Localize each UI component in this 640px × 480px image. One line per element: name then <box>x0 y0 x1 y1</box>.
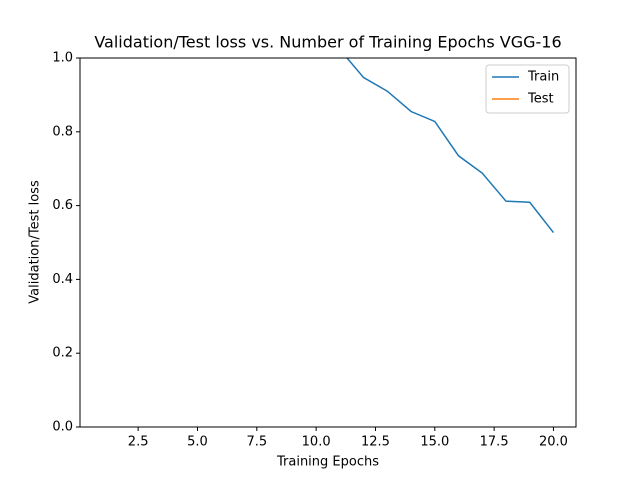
x-tick-label: 5.0 <box>187 435 208 450</box>
y-tick-label: 0.6 <box>52 198 73 213</box>
legend-label: Train <box>527 70 559 85</box>
legend-label: Test <box>527 92 554 107</box>
series-line <box>346 58 555 233</box>
y-tick-label: 0.2 <box>52 346 73 361</box>
x-tick-label: 20.0 <box>539 435 568 450</box>
plot-area <box>346 58 555 233</box>
y-tick-label: 0.0 <box>52 420 73 435</box>
y-tick-label: 0.4 <box>52 272 73 287</box>
x-tick-label: 2.5 <box>128 435 149 450</box>
chart-title: Validation/Test loss vs. Number of Train… <box>94 33 561 52</box>
y-tick-label: 1.0 <box>52 51 73 66</box>
x-tick-label: 15.0 <box>420 435 449 450</box>
x-tick-label: 17.5 <box>480 435 509 450</box>
y-tick-label: 0.8 <box>52 124 73 139</box>
x-tick-label: 7.5 <box>246 435 267 450</box>
x-axis-label: Training Epochs <box>276 455 379 470</box>
y-axis-label: Validation/Test loss <box>28 180 43 304</box>
x-tick-label: 10.0 <box>302 435 331 450</box>
x-tick-label: 12.5 <box>361 435 390 450</box>
plot-frame <box>79 57 577 428</box>
